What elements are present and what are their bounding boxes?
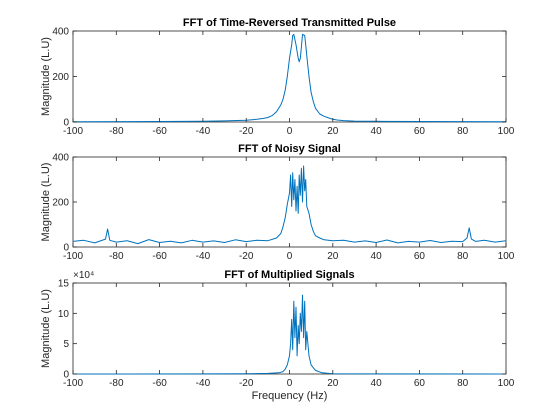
- x-tick-label: -80: [109, 378, 124, 389]
- y-tick-label: 15: [58, 279, 70, 290]
- y-tick-label: 200: [52, 72, 69, 83]
- x-tick-label: -20: [239, 126, 254, 137]
- series-line-1: [72, 294, 507, 375]
- x-tick-label: -100: [63, 251, 83, 262]
- axes-frame: [72, 156, 507, 248]
- y-tick-label: 0: [63, 118, 69, 129]
- axes-frame: [72, 30, 507, 123]
- x-tick-label: 40: [371, 126, 383, 137]
- x-tick-label: -20: [239, 378, 254, 389]
- x-tick-label: 0: [287, 378, 293, 389]
- x-tick-label: 40: [371, 251, 383, 262]
- x-tick-label: -100: [63, 126, 83, 137]
- chart-title: FFT of Time-Reversed Transmitted Pulse: [183, 17, 396, 29]
- x-tick-label: 20: [327, 378, 339, 389]
- y-axis-label: Magnitude (L.U): [40, 163, 52, 242]
- x-tick-label: -100: [63, 378, 83, 389]
- x-tick-label: 80: [457, 126, 469, 137]
- x-tick-label: 60: [414, 378, 426, 389]
- x-tick-label: 100: [498, 126, 515, 137]
- x-tick-label: 60: [414, 126, 426, 137]
- subplot-3: -100 -80 -60 -40 -20 0 20 40 60 80 100 0 5 10 15 FFT of…: [40, 269, 515, 402]
- x-tick-label: -40: [196, 126, 211, 137]
- x-tick-label: 0: [287, 126, 293, 137]
- x-tick-label: -40: [196, 251, 211, 262]
- x-tick-label: 80: [457, 378, 469, 389]
- subplot-2: -100 -80 -60 -40 -20 0 20 40 60 80 100 0 200 400 FFT o…: [40, 143, 515, 262]
- subplot-1: -100 -80 -60 -40 -20 0 20 40 60 80 100 0 200 400 FFT o…: [40, 17, 515, 137]
- x-axis-label: Frequency (Hz): [252, 390, 328, 402]
- x-tick-label: -60: [152, 378, 167, 389]
- chart-title: FFT of Noisy Signal: [238, 143, 341, 155]
- y-axis-label: Magnitude (L.U): [40, 289, 52, 368]
- y-tick-label: 0: [63, 370, 69, 381]
- x-tick-label: 20: [327, 251, 339, 262]
- y-tick-label: 5: [63, 339, 69, 350]
- x-tick-label: 20: [327, 126, 339, 137]
- x-tick-label: 0: [287, 251, 293, 262]
- series-line-1: [72, 165, 507, 245]
- chart-title: FFT of Multiplied Signals: [224, 269, 354, 281]
- series-line-1: [72, 33, 507, 123]
- x-tick-label: 40: [371, 378, 383, 389]
- x-tick-label: 80: [457, 251, 469, 262]
- y-axis-label: Magnitude (L.U): [40, 37, 52, 116]
- x-tick-label: -80: [109, 251, 124, 262]
- x-tick-label: 100: [498, 251, 515, 262]
- y-exponent-label: ×10⁴: [73, 270, 94, 281]
- x-tick-label: -40: [196, 378, 211, 389]
- x-tick-label: 60: [414, 251, 426, 262]
- y-tick-label: 400: [52, 27, 69, 38]
- x-tick-label: -20: [239, 251, 254, 262]
- y-tick-label: 10: [58, 309, 70, 320]
- x-tick-label: 100: [498, 378, 515, 389]
- y-tick-label: 200: [52, 198, 69, 209]
- y-tick-label: 0: [63, 243, 69, 254]
- x-tick-label: -80: [109, 126, 124, 137]
- x-tick-label: -60: [152, 126, 167, 137]
- axes-frame: [72, 282, 507, 375]
- x-tick-label: -60: [152, 251, 167, 262]
- y-tick-label: 400: [52, 153, 69, 164]
